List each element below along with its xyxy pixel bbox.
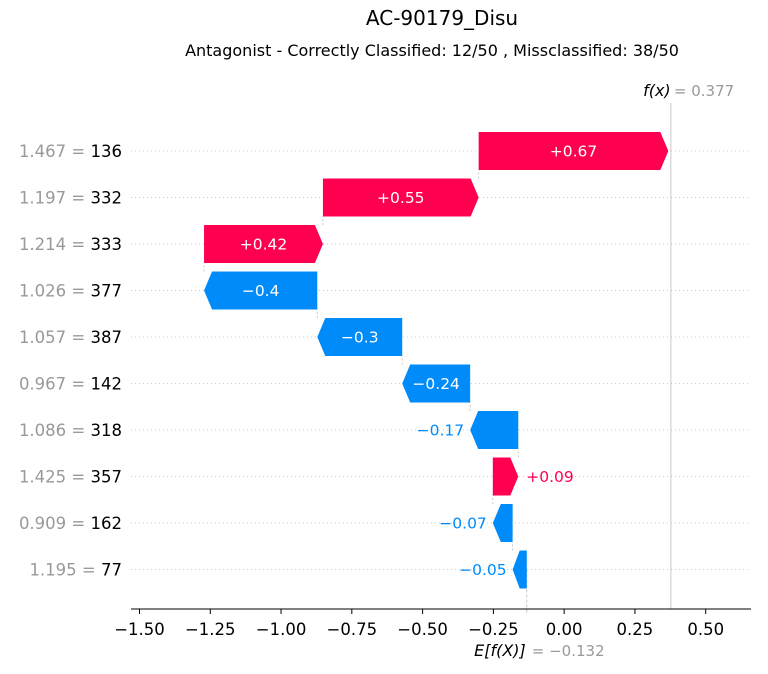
feature-value-text: 1.195 = <box>29 561 101 580</box>
x-tick-label: −1.00 <box>256 620 307 639</box>
x-tick-label: −1.50 <box>114 620 165 639</box>
base-value-text: = −0.132 <box>532 642 605 660</box>
feature-label: 1.214 = 333 <box>19 235 122 254</box>
feature-label: 1.467 = 136 <box>19 142 122 161</box>
feature-name-text: 318 <box>91 421 123 440</box>
feature-value-text: 1.026 = <box>19 282 91 301</box>
feature-name-text: 332 <box>91 189 123 208</box>
base-value-name: E[f(X)] <box>474 641 526 660</box>
feature-label: 0.967 = 142 <box>19 375 122 394</box>
x-tick-label: −1.25 <box>185 620 236 639</box>
positive-contribution-bar <box>322 178 479 217</box>
feature-label: 1.026 = 377 <box>19 282 122 301</box>
feature-value-text: 1.086 = <box>19 421 91 440</box>
feature-value-text: 1.467 = <box>19 142 91 161</box>
output-value-name: f(x) <box>643 81 671 100</box>
feature-label: 1.425 = 357 <box>19 468 122 487</box>
feature-name-text: 142 <box>91 375 123 394</box>
negative-contribution-bar <box>470 411 519 449</box>
feature-value-text: 0.909 = <box>19 514 91 533</box>
feature-label: 1.086 = 318 <box>19 421 122 440</box>
feature-name-text: 357 <box>91 468 123 487</box>
bar-value-label: −0.3 <box>341 329 379 347</box>
bar-value-label: +0.09 <box>526 468 574 486</box>
negative-contribution-bar <box>204 271 318 310</box>
chart-title: AC-90179_Disu <box>365 6 519 30</box>
feature-name-text: 162 <box>91 514 123 533</box>
feature-label: 1.195 = 77 <box>29 561 122 580</box>
bar-value-label: −0.17 <box>417 422 465 440</box>
x-tick-label: 0.50 <box>687 620 724 639</box>
bar-value-label: +0.67 <box>550 143 598 161</box>
x-tick-label: −0.50 <box>397 620 448 639</box>
feature-name-text: 387 <box>91 328 123 347</box>
bar-value-label: −0.24 <box>412 375 460 393</box>
x-tick-label: −0.75 <box>327 620 378 639</box>
negative-contribution-bar <box>492 504 513 542</box>
x-tick-label: −0.25 <box>468 620 519 639</box>
negative-contribution-bar <box>402 364 471 403</box>
feature-value-text: 1.057 = <box>19 328 91 347</box>
bar-value-label: −0.05 <box>459 561 507 579</box>
negative-contribution-bar <box>317 318 403 356</box>
x-tick-label: 0.00 <box>546 620 583 639</box>
feature-value-text: 1.425 = <box>19 468 91 487</box>
bar-value-label: −0.4 <box>242 282 280 300</box>
x-tick-label: 0.25 <box>617 620 654 639</box>
feature-name-text: 77 <box>101 561 122 580</box>
feature-value-text: 1.214 = <box>19 235 91 254</box>
feature-value-text: 1.197 = <box>19 189 91 208</box>
bar-value-label: +0.42 <box>240 236 288 254</box>
feature-label: 1.057 = 387 <box>19 328 122 347</box>
positive-contribution-bar <box>204 225 323 263</box>
feature-name-text: 136 <box>91 142 123 161</box>
positive-contribution-bar <box>492 457 519 496</box>
bar-value-label: −0.07 <box>439 515 487 533</box>
feature-value-text: 0.967 = <box>19 375 91 394</box>
chart-subtitle: Antagonist - Correctly Classified: 12/50… <box>185 41 679 60</box>
negative-contribution-bar <box>512 550 527 589</box>
feature-name-text: 377 <box>91 282 123 301</box>
feature-name-text: 333 <box>91 235 123 254</box>
feature-label: 1.197 = 332 <box>19 189 122 208</box>
positive-contribution-bar <box>478 132 669 170</box>
output-value-text: = 0.377 <box>674 82 734 100</box>
feature-label: 0.909 = 162 <box>19 514 122 533</box>
bar-value-label: +0.55 <box>377 189 425 207</box>
